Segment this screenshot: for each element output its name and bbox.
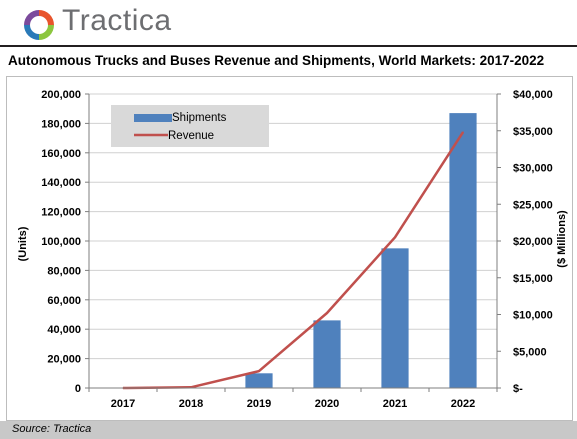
right-tick-label: $5,000 [513, 346, 547, 358]
x-tick-label: 2020 [315, 398, 339, 410]
legend-label-revenue: Revenue [168, 130, 214, 142]
bar-shipments-2021 [381, 248, 409, 388]
point-revenue-2020 [326, 312, 328, 314]
left-tick-label: 200,000 [41, 89, 81, 101]
point-revenue-2022 [462, 131, 464, 134]
axes [85, 93, 501, 392]
x-tick-label: 2017 [111, 398, 135, 410]
right-tick-label: $20,000 [513, 236, 553, 248]
left-tick-label: 80,000 [47, 265, 81, 277]
right-tick-label: $15,000 [513, 273, 553, 285]
right-tick-labels: $- $5,000 $10,000 $15,000 $20,000 $25,000 $30,… [513, 89, 553, 395]
line-revenue [122, 131, 465, 390]
header: Tractica [0, 0, 577, 46]
line-series [122, 131, 465, 390]
right-tick-label: $30,000 [513, 163, 553, 175]
left-tick-label: 180,000 [41, 118, 81, 130]
left-tick-label: 40,000 [47, 324, 81, 336]
chart-panel: 0 20,000 40,000 60,000 80,000 100,000 120,000 1… [6, 76, 573, 421]
tractica-logo-icon [24, 10, 54, 40]
legend-box [111, 105, 269, 147]
left-tick-label: 100,000 [41, 236, 81, 248]
right-tick-label: $35,000 [513, 126, 553, 138]
point-revenue-2019 [258, 370, 260, 372]
x-tick-label: 2018 [179, 398, 203, 410]
right-tick-label: $10,000 [513, 310, 553, 322]
logo-segment-purple [24, 10, 39, 25]
x-tick-label: 2021 [383, 398, 407, 410]
bar-shipments-2019 [245, 373, 273, 388]
left-tick-label: 0 [75, 383, 81, 395]
y2-axis-label: ($ Millions) [556, 210, 568, 268]
logo-segment-green [39, 25, 54, 40]
logo-segment-blue [24, 25, 39, 40]
source-note: Source: Tractica [12, 423, 92, 435]
logo-segment-orange [39, 10, 54, 25]
bar-shipments-2022 [449, 113, 477, 389]
bar-series [245, 113, 477, 389]
left-tick-label: 120,000 [41, 207, 81, 219]
left-tick-label: 160,000 [41, 148, 81, 160]
gridlines [89, 93, 497, 360]
legend-label-shipments: Shipments [172, 112, 227, 124]
left-tick-label: 60,000 [47, 295, 81, 307]
right-tick-label: $40,000 [513, 89, 553, 101]
right-tick-label: $25,000 [513, 199, 553, 211]
legend: Shipments Revenue [111, 105, 269, 147]
x-tick-label: 2022 [451, 398, 475, 410]
point-revenue-2021 [394, 236, 396, 239]
header-divider [0, 45, 577, 47]
x-tick-labels: 2017 2018 2019 2020 2021 2022 [111, 398, 475, 410]
chart-svg: 0 20,000 40,000 60,000 80,000 100,000 120,000 1… [17, 89, 568, 410]
brand-name: Tractica [62, 4, 172, 37]
bar-shipments-2020 [313, 320, 341, 388]
x-tick-label: 2019 [247, 398, 271, 410]
right-tick-label: $- [513, 383, 523, 395]
chart-title: Autonomous Trucks and Buses Revenue and … [8, 53, 545, 68]
legend-swatch-shipments [134, 114, 172, 122]
y-axis-label: (Units) [17, 226, 29, 261]
left-tick-label: 140,000 [41, 177, 81, 189]
left-tick-label: 20,000 [47, 354, 81, 366]
left-tick-labels: 0 20,000 40,000 60,000 80,000 100,000 120,000 1… [41, 89, 81, 395]
footer-bar: Source: Tractica [0, 421, 577, 439]
